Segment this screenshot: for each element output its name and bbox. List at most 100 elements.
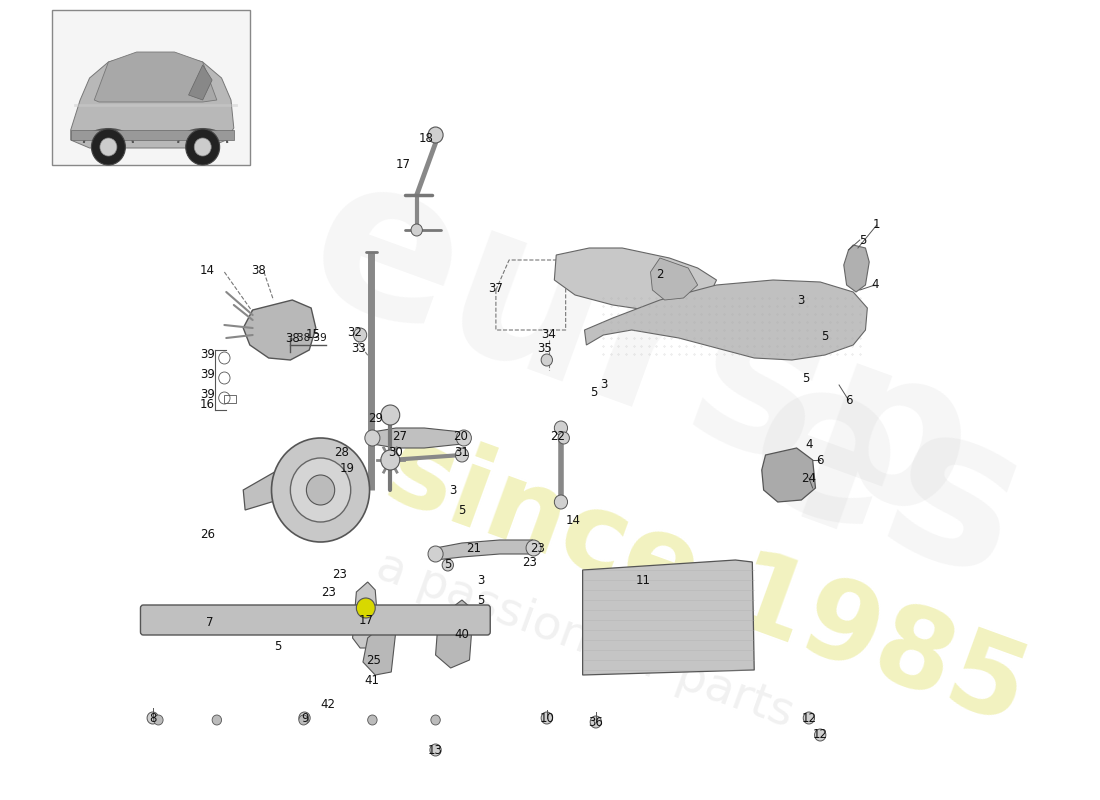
Text: 36: 36 <box>588 715 603 729</box>
Circle shape <box>186 129 220 165</box>
Text: 14: 14 <box>200 263 214 277</box>
Circle shape <box>430 744 441 756</box>
Circle shape <box>455 448 469 462</box>
Text: 11: 11 <box>636 574 650 586</box>
Circle shape <box>456 430 472 446</box>
Text: 32: 32 <box>346 326 362 338</box>
Text: 6: 6 <box>816 454 824 466</box>
Text: 17: 17 <box>396 158 411 171</box>
Text: 29: 29 <box>367 411 383 425</box>
Text: 34: 34 <box>541 327 557 341</box>
Text: 23: 23 <box>320 586 336 598</box>
Text: 23: 23 <box>332 569 346 582</box>
Circle shape <box>554 495 568 509</box>
Circle shape <box>272 438 370 542</box>
Circle shape <box>381 450 399 470</box>
Circle shape <box>91 129 125 165</box>
Text: 12: 12 <box>813 729 827 742</box>
Bar <box>52 10 250 165</box>
Text: 31: 31 <box>454 446 470 459</box>
Text: 39: 39 <box>200 349 214 362</box>
Text: 27: 27 <box>393 430 407 442</box>
Text: 1: 1 <box>873 218 880 231</box>
Circle shape <box>290 458 351 522</box>
Text: 23: 23 <box>530 542 544 554</box>
Text: 41: 41 <box>364 674 378 686</box>
Text: 37: 37 <box>488 282 504 294</box>
Polygon shape <box>363 620 396 675</box>
Text: 20: 20 <box>452 430 468 443</box>
Text: 5: 5 <box>822 330 828 343</box>
Circle shape <box>803 712 814 724</box>
Circle shape <box>541 712 552 724</box>
Text: 13: 13 <box>428 743 443 757</box>
Text: since 1985: since 1985 <box>373 414 1042 746</box>
Text: 3: 3 <box>798 294 805 306</box>
Circle shape <box>554 421 568 435</box>
Text: 2: 2 <box>657 269 663 282</box>
Circle shape <box>365 430 380 446</box>
Circle shape <box>541 354 552 366</box>
Text: 5: 5 <box>859 234 867 246</box>
Circle shape <box>154 715 163 725</box>
Text: 38: 38 <box>285 331 299 345</box>
FancyBboxPatch shape <box>141 605 491 635</box>
Text: 3: 3 <box>600 378 607 391</box>
Text: 23: 23 <box>522 555 537 569</box>
Circle shape <box>814 729 826 741</box>
Circle shape <box>100 138 117 156</box>
Text: 5: 5 <box>274 639 282 653</box>
Circle shape <box>526 540 541 556</box>
Circle shape <box>147 712 158 724</box>
Circle shape <box>428 127 443 143</box>
Text: 38 39: 38 39 <box>297 333 327 343</box>
Circle shape <box>307 475 334 505</box>
Circle shape <box>299 712 310 724</box>
Polygon shape <box>95 52 217 102</box>
Text: 30: 30 <box>388 446 404 458</box>
Text: 40: 40 <box>454 629 470 642</box>
Text: 9: 9 <box>300 711 308 725</box>
Circle shape <box>558 432 570 444</box>
Circle shape <box>195 138 211 156</box>
Text: 3: 3 <box>449 483 456 497</box>
Polygon shape <box>373 428 462 448</box>
Polygon shape <box>243 300 316 360</box>
Text: 42: 42 <box>320 698 336 711</box>
Text: es: es <box>722 335 1050 625</box>
Circle shape <box>431 715 440 725</box>
Text: 26: 26 <box>200 529 214 542</box>
Text: 21: 21 <box>465 542 481 554</box>
Polygon shape <box>188 65 212 100</box>
Polygon shape <box>436 540 532 560</box>
Text: 25: 25 <box>366 654 381 666</box>
Circle shape <box>299 715 308 725</box>
Polygon shape <box>70 55 234 148</box>
Text: 35: 35 <box>538 342 552 354</box>
Text: eursp: eursp <box>283 134 1000 566</box>
Polygon shape <box>650 258 697 300</box>
Text: 5: 5 <box>444 558 451 571</box>
Polygon shape <box>844 245 869 292</box>
Text: 15: 15 <box>306 329 320 342</box>
Circle shape <box>411 224 422 236</box>
Polygon shape <box>70 130 234 140</box>
Bar <box>224 395 235 403</box>
Text: 7: 7 <box>206 615 213 629</box>
Polygon shape <box>353 582 380 648</box>
Text: 5: 5 <box>477 594 484 606</box>
Text: 4: 4 <box>871 278 879 291</box>
Text: 39: 39 <box>200 389 214 402</box>
Text: 5: 5 <box>459 503 465 517</box>
Circle shape <box>356 598 375 618</box>
Circle shape <box>428 546 443 562</box>
Text: 3: 3 <box>477 574 484 586</box>
Text: 18: 18 <box>419 131 433 145</box>
Text: 5: 5 <box>802 371 810 385</box>
Circle shape <box>442 559 453 571</box>
Text: 38: 38 <box>251 263 266 277</box>
Circle shape <box>381 405 399 425</box>
Text: 19: 19 <box>340 462 354 474</box>
Circle shape <box>367 715 377 725</box>
Polygon shape <box>554 248 716 312</box>
